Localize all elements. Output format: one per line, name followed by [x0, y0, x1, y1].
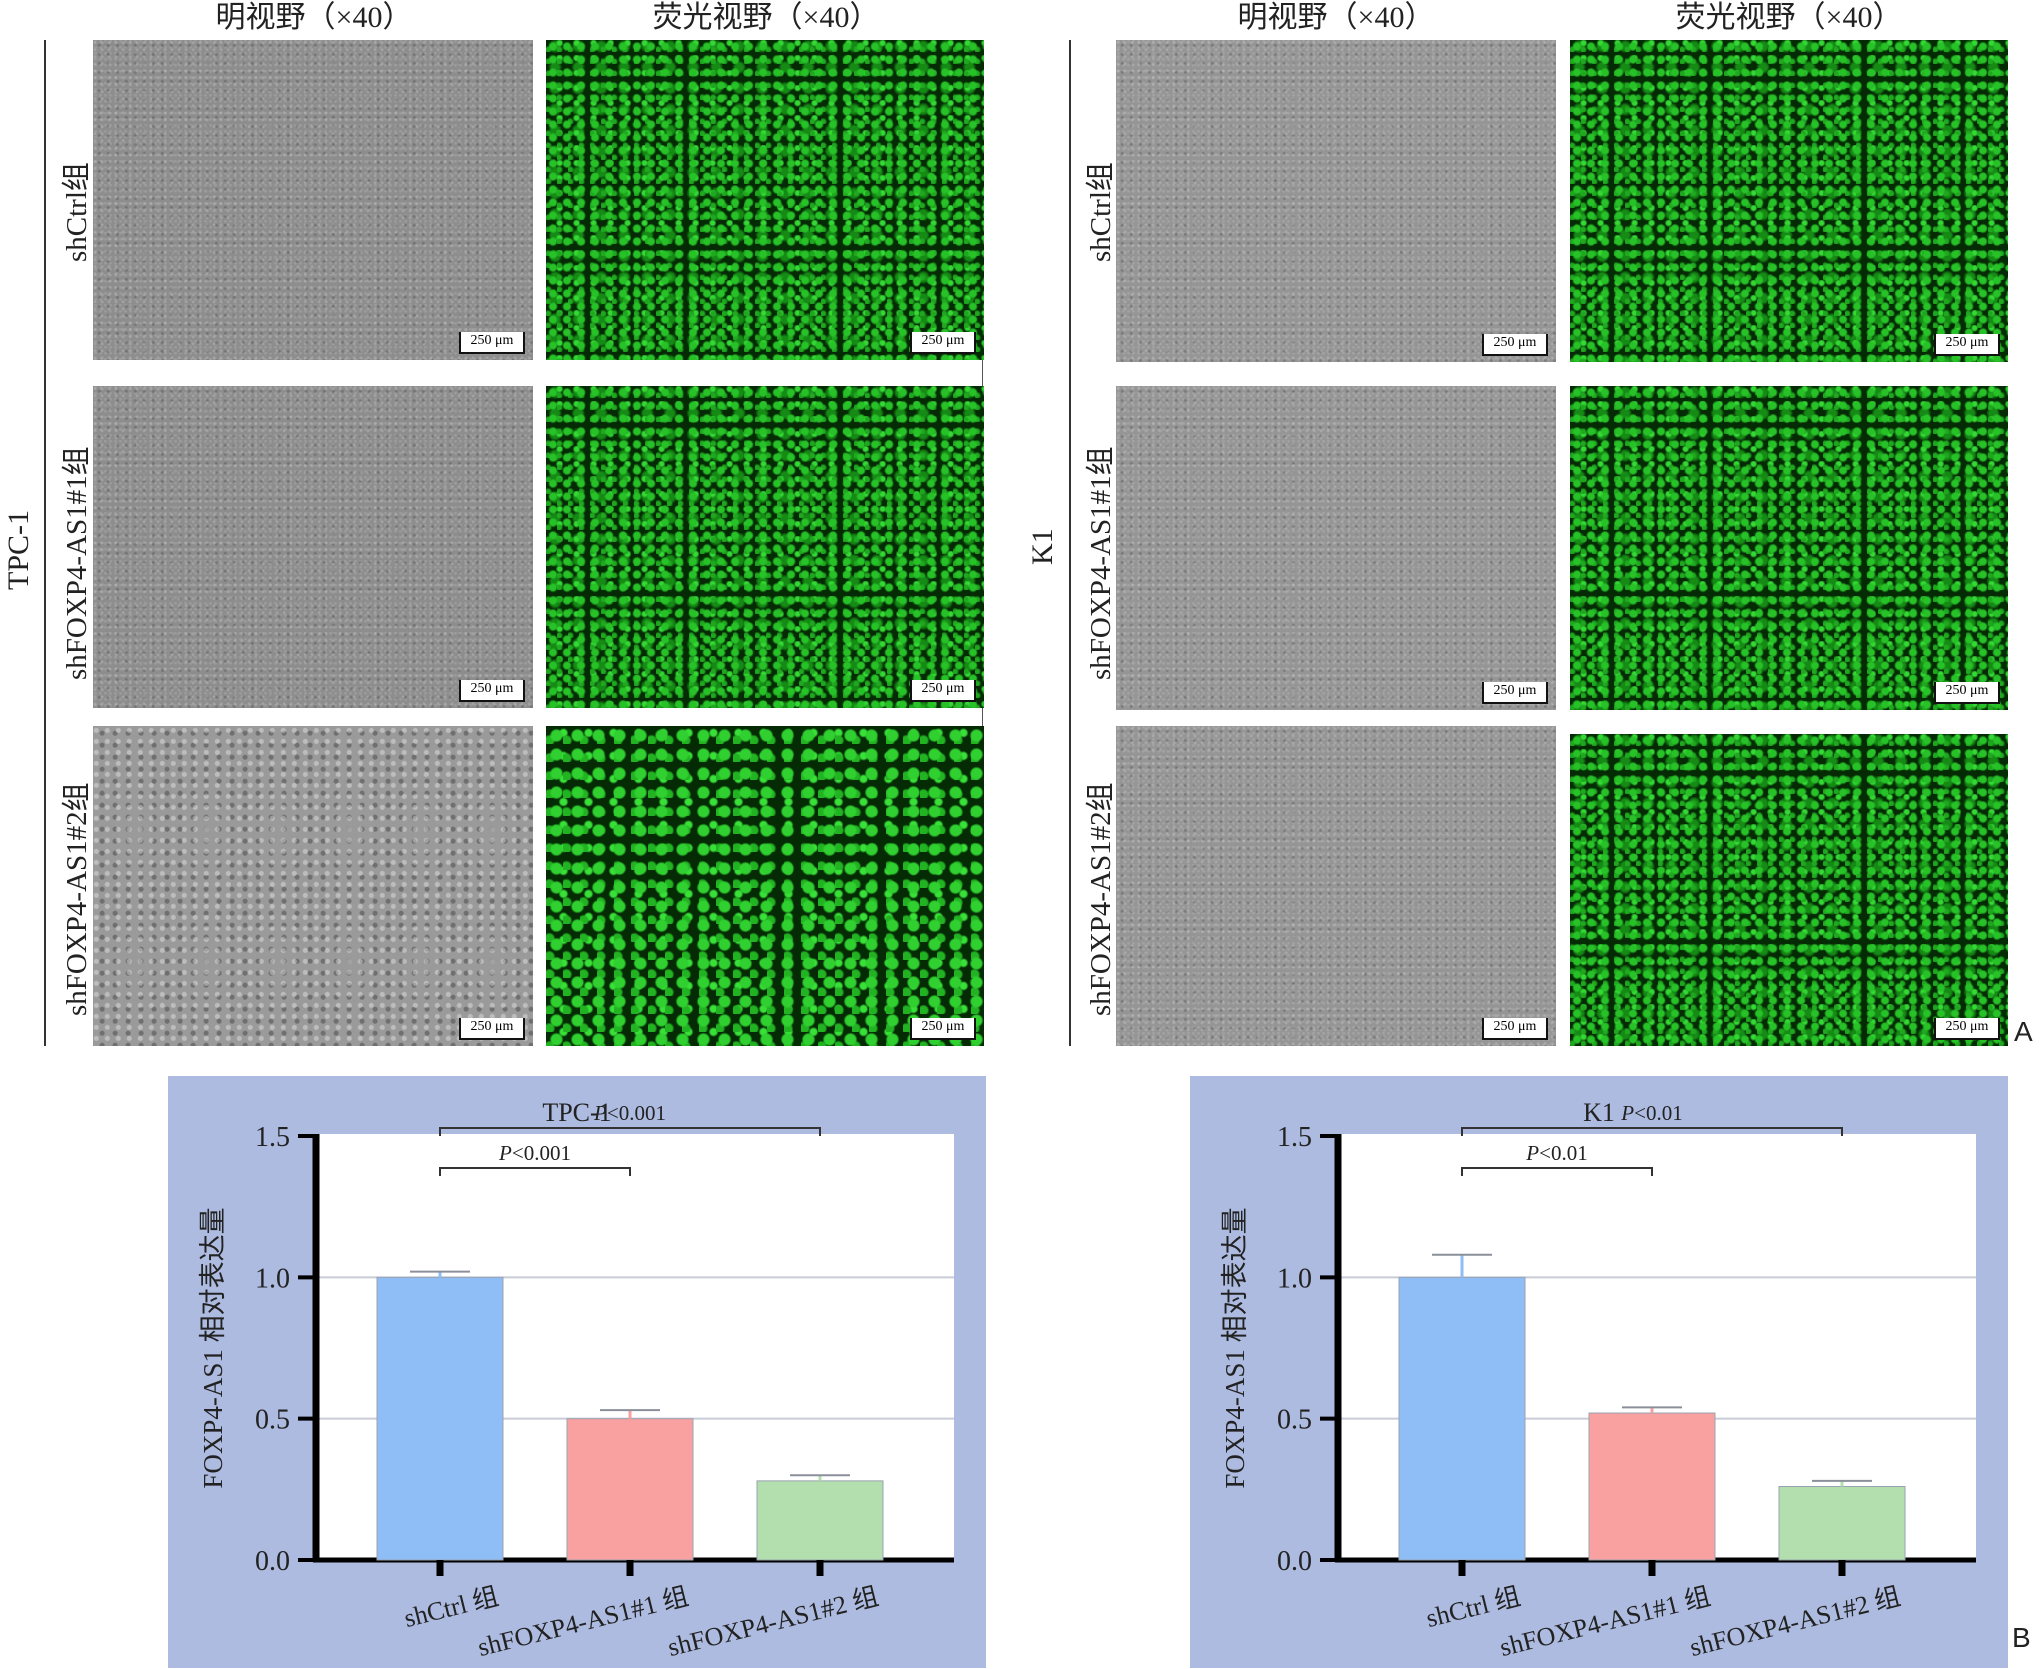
scale-bar: 250 μm	[1934, 682, 2000, 704]
bar	[756, 1480, 884, 1561]
panel-letter-a: A	[2014, 1016, 2033, 1047]
significance-label: P<0.001	[593, 1101, 666, 1125]
x-tick-label: shFOXP4-AS1#1 组	[475, 1582, 692, 1662]
tpc1-sh1-brightfield-image: 250 μm	[93, 386, 533, 708]
significance-bracket	[439, 1127, 821, 1136]
k1-sh2-brightfield-image: 250 μm	[1116, 726, 1556, 1046]
x-tick-label: shFOXP4-AS1#2 组	[665, 1582, 882, 1662]
tpc1-group-bracket	[44, 40, 46, 1046]
x-tick-label: shFOXP4-AS1#1 组	[1497, 1582, 1714, 1662]
scale-bar: 250 μm	[1482, 1018, 1548, 1040]
bar	[1778, 1486, 1906, 1561]
column-header-brightfield: 明视野（×40）	[215, 1, 413, 34]
scale-bar: 250 μm	[910, 680, 976, 702]
scale-bar: 250 μm	[1934, 334, 2000, 356]
chart-panel-tpc1: TPC-1 0.0 0.5 1.0 1.5 FOXP4-AS1 相对表达量 shCtrl …	[168, 1076, 986, 1668]
scale-bar: 250 μm	[910, 332, 976, 354]
scale-bar: 250 μm	[1482, 334, 1548, 356]
panel-letter-b: B	[2012, 1622, 2031, 1653]
chart-panel-k1: K1 0.0 0.5 1.0 1.5 FOXP4-AS1 相对表达量 shCtrl 组 sh…	[1190, 1076, 2008, 1668]
tpc1-sh1-fluorescence-image: 250 μm	[546, 386, 984, 708]
k1-sh1-fluorescence-image: 250 μm	[1570, 386, 2008, 710]
k1-shctrl-fluorescence-image: 250 μm	[1570, 40, 2008, 362]
y-tick-label: 0.5	[1277, 1405, 1312, 1436]
cell-line-label-k1: K1	[1026, 528, 1059, 565]
significance-label: P<0.001	[498, 1141, 571, 1165]
y-tick-label: 0.5	[255, 1405, 290, 1436]
y-tick-label: 1.5	[1277, 1122, 1312, 1153]
y-tick-label: 1.0	[1277, 1263, 1312, 1294]
y-tick-label: 0.0	[255, 1546, 290, 1577]
scale-bar: 250 μm	[459, 1018, 525, 1040]
k1-shctrl-brightfield-image: 250 μm	[1116, 40, 1556, 362]
x-tick-label: shCtrl 组	[1423, 1582, 1523, 1633]
y-tick-label: 0.0	[1277, 1546, 1312, 1577]
y-axis-label: FOXP4-AS1 相对表达量	[198, 1207, 228, 1488]
chart-title-k1: K1	[1583, 1098, 1615, 1127]
tpc1-shctrl-fluorescence-image: 250 μm	[546, 40, 984, 360]
significance-bracket	[439, 1167, 631, 1176]
k1-sh1-brightfield-image: 250 μm	[1116, 386, 1556, 710]
k1-sh2-fluorescence-image: 250 μm	[1570, 734, 2008, 1046]
column-header-fluorescence-k1: 荧光视野（×40）	[1675, 1, 1903, 34]
row-label-sh2-k1: shFOXP4-AS1#2组	[1085, 782, 1117, 1016]
bar	[1398, 1276, 1526, 1561]
significance-label: P<0.01	[1620, 1101, 1682, 1125]
scale-bar: 250 μm	[910, 1018, 976, 1040]
chart-title-tpc1: TPC-1	[542, 1098, 612, 1127]
tpc1-sh2-fluorescence-image: 250 μm	[546, 726, 984, 1046]
scale-bar: 250 μm	[459, 332, 525, 354]
scale-bar: 250 μm	[459, 680, 525, 702]
bar	[1588, 1412, 1716, 1561]
row-label-sh1-k1: shFOXP4-AS1#1组	[1085, 446, 1117, 680]
row-label-sh2: shFOXP4-AS1#2组	[61, 782, 93, 1016]
significance-label: P<0.01	[1525, 1141, 1587, 1165]
significance-bracket	[1461, 1127, 1843, 1136]
column-header-fluorescence: 荧光视野（×40）	[652, 1, 880, 34]
k1-group-bracket	[1069, 40, 1071, 1046]
bar	[376, 1276, 504, 1561]
scale-bar: 250 μm	[1934, 1018, 2000, 1040]
scale-bar: 250 μm	[1482, 682, 1548, 704]
row-label-shctrl-k1: shCtrl组	[1085, 162, 1117, 262]
y-axis-label: FOXP4-AS1 相对表达量	[1220, 1207, 1250, 1488]
significance-bracket	[1461, 1167, 1653, 1176]
bar	[566, 1418, 694, 1561]
cell-line-label-tpc1: TPC-1	[2, 509, 35, 590]
row-label-sh1: shFOXP4-AS1#1组	[61, 446, 93, 680]
y-tick-label: 1.5	[255, 1122, 290, 1153]
row-label-shctrl: shCtrl组	[61, 162, 93, 262]
x-tick-label: shFOXP4-AS1#2 组	[1687, 1582, 1904, 1662]
x-tick-label: shCtrl 组	[401, 1582, 501, 1633]
tpc1-shctrl-brightfield-image: 250 μm	[93, 40, 533, 360]
tpc1-sh2-brightfield-image: 250 μm	[93, 726, 533, 1046]
column-header-brightfield-k1: 明视野（×40）	[1237, 1, 1435, 34]
y-tick-label: 1.0	[255, 1263, 290, 1294]
